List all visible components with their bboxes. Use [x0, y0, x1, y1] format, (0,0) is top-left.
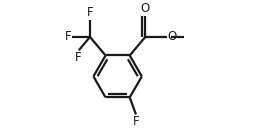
- Text: F: F: [75, 51, 82, 64]
- Text: F: F: [133, 115, 140, 128]
- Text: F: F: [65, 30, 71, 43]
- Text: O: O: [141, 2, 150, 15]
- Text: O: O: [168, 30, 177, 43]
- Text: F: F: [87, 6, 93, 19]
